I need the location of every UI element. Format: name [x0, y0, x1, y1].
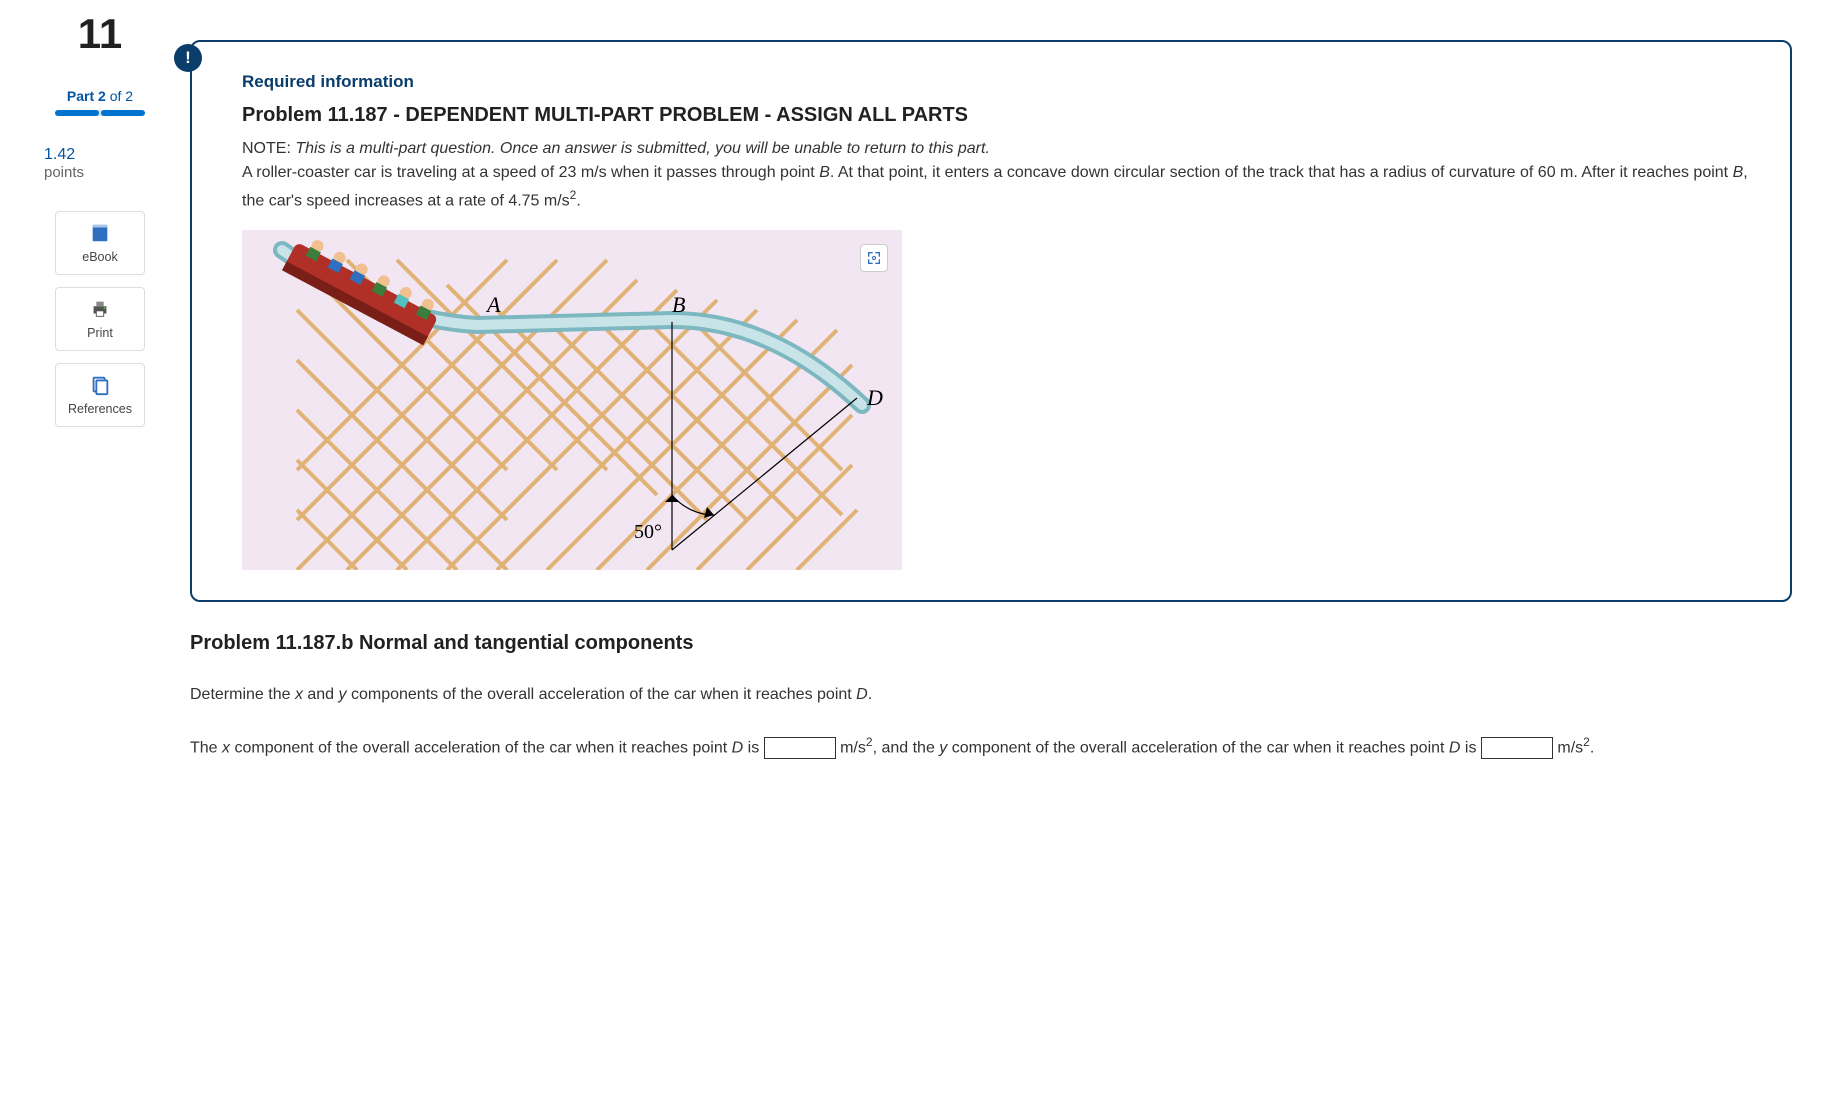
question-number: 11	[40, 0, 160, 88]
problem-body: A roller-coaster car is traveling at a s…	[242, 161, 1750, 214]
references-label: References	[60, 402, 140, 416]
ebook-label: eBook	[60, 250, 140, 264]
ebook-button[interactable]: eBook	[55, 211, 145, 275]
references-icon	[89, 374, 111, 396]
print-button[interactable]: Print	[55, 287, 145, 351]
required-info-heading: Required information	[242, 72, 1750, 92]
label-b: B	[672, 292, 685, 317]
coaster-diagram: A B D 50°	[242, 230, 902, 570]
required-info-panel: Required information Problem 11.187 - DE…	[190, 40, 1792, 602]
note-line: NOTE: This is a multi-part question. Onc…	[242, 137, 1750, 161]
problem-title: Problem 11.187 - DEPENDENT MULTI-PART PR…	[242, 104, 1750, 127]
printer-icon	[89, 298, 111, 320]
points-value: 1.42	[40, 146, 160, 164]
points-label: points	[40, 164, 160, 181]
part-progress-bar	[55, 110, 145, 116]
answer-line: The x component of the overall accelerat…	[190, 730, 1792, 764]
part-label: Part 2 of 2	[40, 88, 160, 104]
zoom-figure-button[interactable]	[860, 244, 888, 272]
sidebar: 11 Part 2 of 2 1.42 points eBook Print	[40, 0, 160, 764]
label-a: A	[485, 292, 501, 317]
problem-figure: A B D 50°	[242, 230, 902, 570]
main-content: ! Required information Problem 11.187 - …	[160, 0, 1792, 764]
angle-label: 50°	[634, 521, 662, 543]
book-icon	[89, 222, 111, 244]
question-text: Determine the x and y components of the …	[190, 681, 1792, 708]
label-d: D	[866, 385, 883, 410]
x-component-input[interactable]	[764, 737, 836, 759]
subproblem-title: Problem 11.187.b Normal and tangential c…	[190, 632, 1792, 655]
references-button[interactable]: References	[55, 363, 145, 427]
y-component-input[interactable]	[1481, 737, 1553, 759]
print-label: Print	[60, 326, 140, 340]
expand-icon	[866, 250, 882, 266]
info-badge-icon: !	[174, 44, 202, 72]
